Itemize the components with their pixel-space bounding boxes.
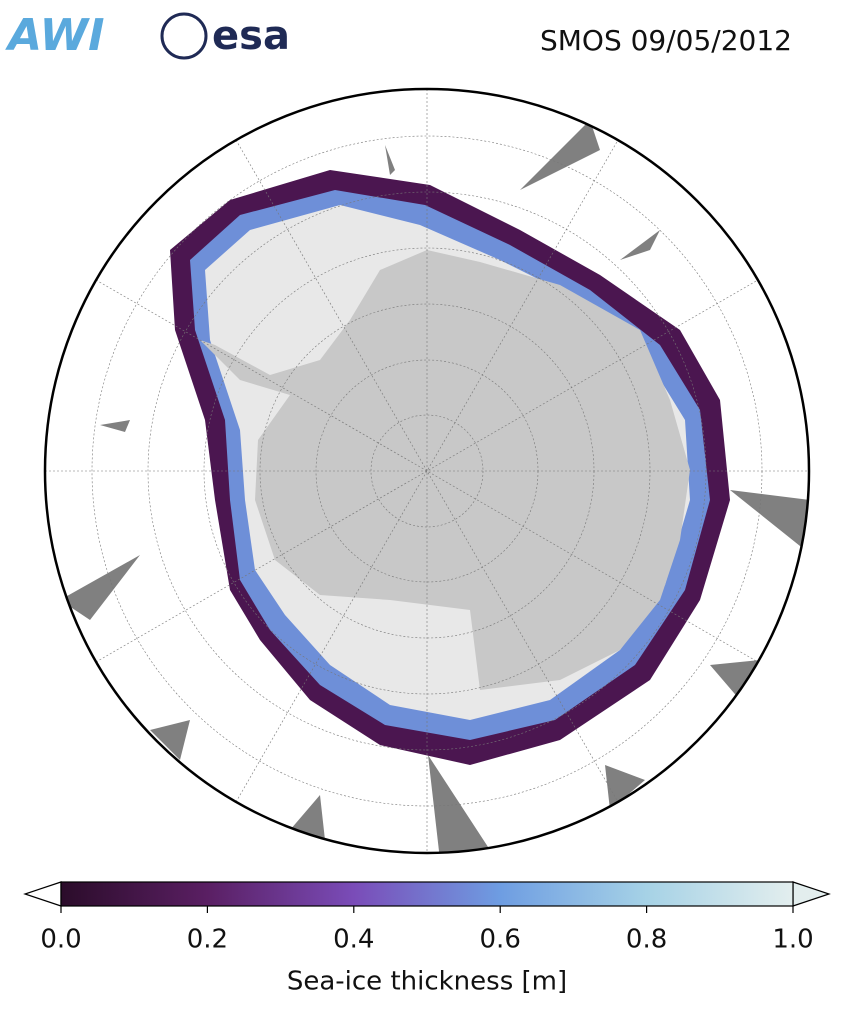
colorbar-tick-label: 0.8	[626, 925, 667, 955]
esa-emblem	[160, 12, 208, 60]
colorbar-tick-label: 1.0	[772, 925, 813, 955]
map-border	[43, 87, 811, 855]
colorbar-tick-label: 0.2	[187, 925, 228, 955]
colorbar-label: Sea-ice thickness [m]	[287, 967, 567, 997]
colorbar-tick-label: 0.0	[40, 925, 81, 955]
esa-logo: esa	[212, 13, 290, 59]
colorbar	[23, 881, 831, 907]
map	[45, 89, 809, 853]
title: SMOS 09/05/2012	[540, 24, 792, 57]
colorbar-tick-label: 0.4	[333, 925, 374, 955]
awi-logo: AWI	[5, 10, 105, 61]
colorbar-tick-label: 0.6	[480, 925, 521, 955]
